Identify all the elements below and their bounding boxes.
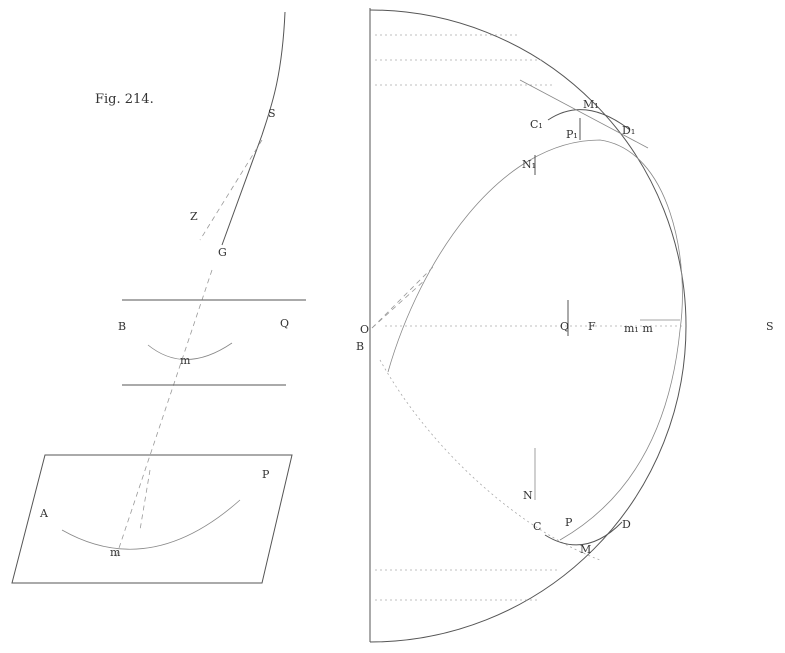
radial-1 xyxy=(371,264,436,329)
label-M1: M₁ xyxy=(583,98,599,111)
lower-plane xyxy=(11,454,293,584)
label-D1: D₁ xyxy=(622,124,635,137)
upper-tangent xyxy=(519,79,649,149)
figure-title: Fig. 214. xyxy=(95,92,154,107)
generatrix-curve xyxy=(221,11,286,246)
middle-arc xyxy=(147,342,233,360)
label-m1-m: m₁ m xyxy=(624,322,653,335)
radial-2 xyxy=(371,279,426,329)
label-C: C xyxy=(533,520,541,533)
label-A: A xyxy=(39,507,49,520)
label-N: N xyxy=(523,489,533,502)
right-construction: O B C₁ M₁ D₁ P₁ N₁ Q F m₁ m S N C P M D xyxy=(356,8,774,643)
label-N1: N₁ xyxy=(522,158,536,171)
label-D: D xyxy=(622,518,631,531)
label-P-low: P xyxy=(565,516,573,529)
label-S-right: S xyxy=(766,320,774,333)
lower-dashed xyxy=(139,469,151,531)
label-M: M xyxy=(580,543,591,556)
label-Q-mid: Q xyxy=(280,317,289,330)
projection-line xyxy=(114,269,213,561)
label-P1: P₁ xyxy=(566,128,578,141)
label-B-mid: B xyxy=(118,320,126,333)
inner-curve-lower xyxy=(379,359,601,561)
inner-curve xyxy=(387,139,683,541)
label-O: O xyxy=(360,323,369,336)
tangent-line xyxy=(199,139,263,241)
lower-arc xyxy=(61,499,241,550)
label-Q-center: Q xyxy=(560,320,569,333)
label-B-center: B xyxy=(356,340,364,353)
label-Z: Z xyxy=(190,210,198,223)
label-S-top: S xyxy=(268,107,276,120)
label-C1: C₁ xyxy=(530,118,543,131)
label-P: P xyxy=(262,468,270,481)
upper-small-arc xyxy=(547,109,631,131)
label-G: G xyxy=(218,246,227,259)
label-F: F xyxy=(588,320,596,333)
left-construction: Fig. 214. S Z G B Q m A P m xyxy=(11,11,306,584)
lower-small-arc xyxy=(544,521,623,546)
label-m-mid: m xyxy=(180,354,191,367)
label-m-low: m xyxy=(110,546,121,559)
